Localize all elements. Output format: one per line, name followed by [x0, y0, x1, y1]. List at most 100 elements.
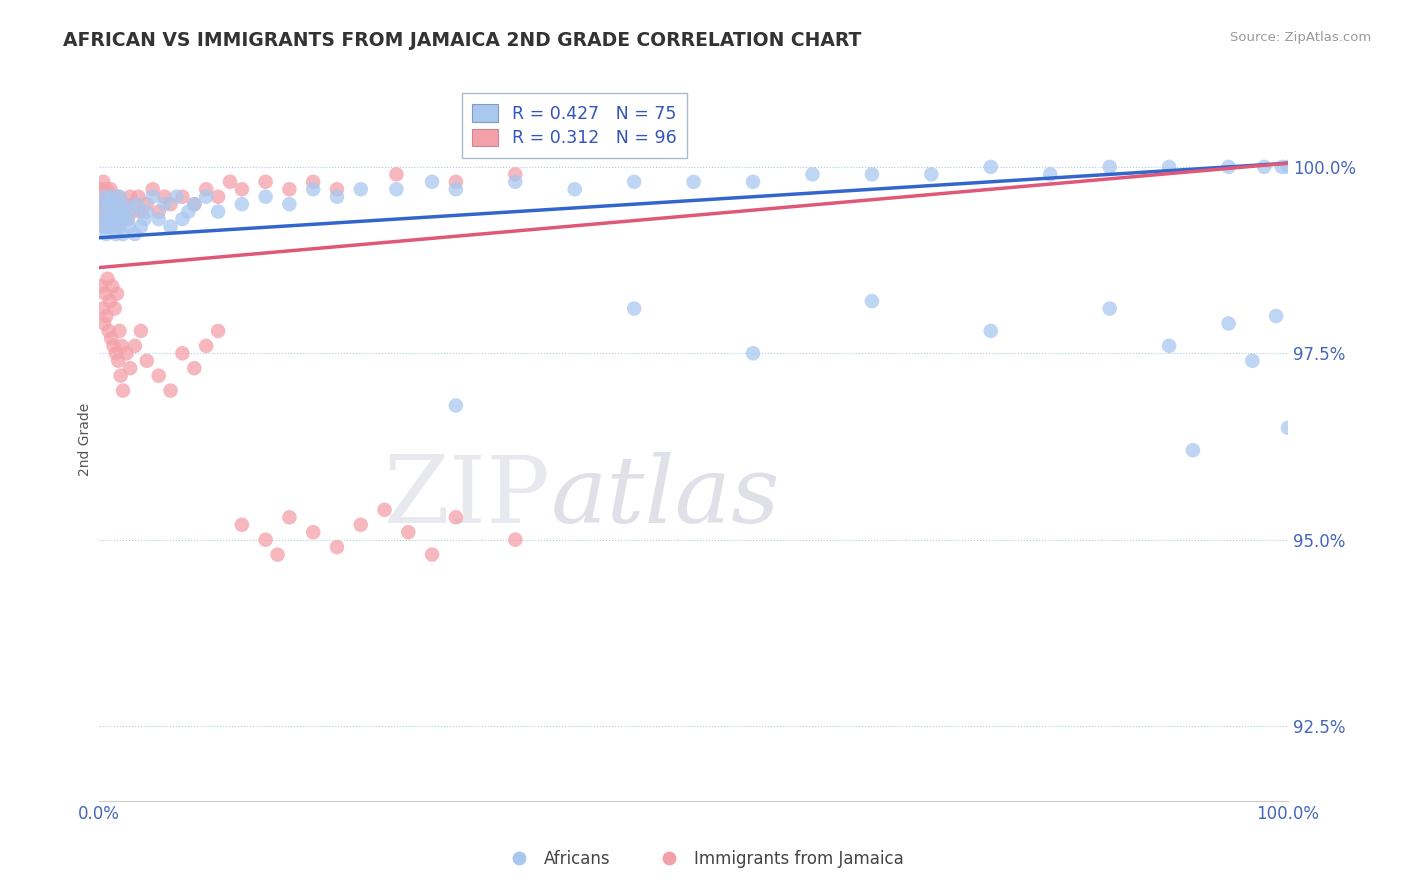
Point [503, 533, 526, 547]
Point [107, 353, 129, 368]
Point [980, 160, 1002, 174]
Point [134, 212, 156, 227]
Point [121, 204, 143, 219]
Point [96, 204, 118, 219]
Point [254, 175, 277, 189]
Point [94, 190, 117, 204]
Point [135, 197, 157, 211]
Point [142, 182, 165, 196]
Point [564, 182, 586, 196]
Point [104, 346, 127, 360]
Point [278, 182, 301, 196]
Point [385, 167, 408, 181]
Point [1277, 160, 1299, 174]
Point [920, 167, 942, 181]
Point [207, 190, 229, 204]
Point [91, 301, 114, 316]
Point [98, 294, 121, 309]
Point [101, 212, 124, 227]
Point [115, 212, 138, 227]
Point [172, 190, 194, 204]
Point [350, 182, 373, 196]
Point [183, 197, 205, 211]
Point [302, 175, 325, 189]
Point [444, 510, 467, 524]
Point [129, 219, 152, 234]
Point [91, 219, 114, 234]
Point [111, 227, 134, 241]
Point [172, 346, 194, 360]
Point [1039, 167, 1062, 181]
Point [148, 368, 170, 383]
Point [1271, 160, 1294, 174]
Point [302, 525, 325, 540]
Point [742, 346, 765, 360]
Point [114, 197, 136, 211]
Point [1265, 309, 1288, 323]
Point [97, 212, 120, 227]
Point [742, 175, 765, 189]
Point [127, 197, 149, 211]
Point [207, 324, 229, 338]
Point [96, 227, 118, 241]
Point [278, 510, 301, 524]
Point [153, 190, 176, 204]
Point [111, 212, 134, 227]
Point [93, 197, 115, 211]
Point [104, 219, 127, 234]
Text: Source: ZipAtlas.com: Source: ZipAtlas.com [1230, 31, 1371, 45]
Point [266, 548, 288, 562]
Point [98, 212, 121, 227]
Point [120, 361, 142, 376]
Point [94, 286, 117, 301]
Point [385, 182, 408, 196]
Point [623, 301, 645, 316]
Point [111, 339, 134, 353]
Point [96, 197, 118, 211]
Point [96, 309, 118, 323]
Point [93, 317, 115, 331]
Point [110, 197, 132, 211]
Point [1253, 160, 1275, 174]
Point [108, 219, 131, 234]
Point [135, 353, 157, 368]
Point [93, 175, 115, 189]
Point [94, 190, 117, 204]
Point [103, 339, 125, 353]
Y-axis label: 2nd Grade: 2nd Grade [79, 402, 93, 475]
Point [94, 212, 117, 227]
Point [860, 294, 883, 309]
Point [93, 219, 115, 234]
Point [104, 227, 127, 241]
Point [1098, 301, 1121, 316]
Text: AFRICAN VS IMMIGRANTS FROM JAMAICA 2ND GRADE CORRELATION CHART: AFRICAN VS IMMIGRANTS FROM JAMAICA 2ND G… [63, 31, 862, 50]
Point [396, 525, 419, 540]
Point [278, 197, 301, 211]
Point [110, 212, 132, 227]
Point [111, 384, 134, 398]
Point [90, 182, 112, 196]
Point [91, 197, 114, 211]
Point [148, 204, 170, 219]
Point [503, 175, 526, 189]
Point [254, 533, 277, 547]
Point [153, 197, 176, 211]
Point [98, 197, 121, 211]
Point [93, 204, 115, 219]
Point [131, 204, 153, 219]
Point [326, 190, 349, 204]
Point [801, 167, 824, 181]
Point [142, 190, 165, 204]
Point [101, 190, 124, 204]
Point [103, 190, 125, 204]
Point [177, 204, 200, 219]
Point [90, 279, 112, 293]
Point [623, 175, 645, 189]
Point [166, 190, 188, 204]
Point [118, 219, 141, 234]
Point [183, 361, 205, 376]
Legend: R = 0.427   N = 75, R = 0.312   N = 96: R = 0.427 N = 75, R = 0.312 N = 96 [463, 94, 688, 158]
Point [254, 190, 277, 204]
Point [159, 219, 181, 234]
Point [111, 204, 134, 219]
